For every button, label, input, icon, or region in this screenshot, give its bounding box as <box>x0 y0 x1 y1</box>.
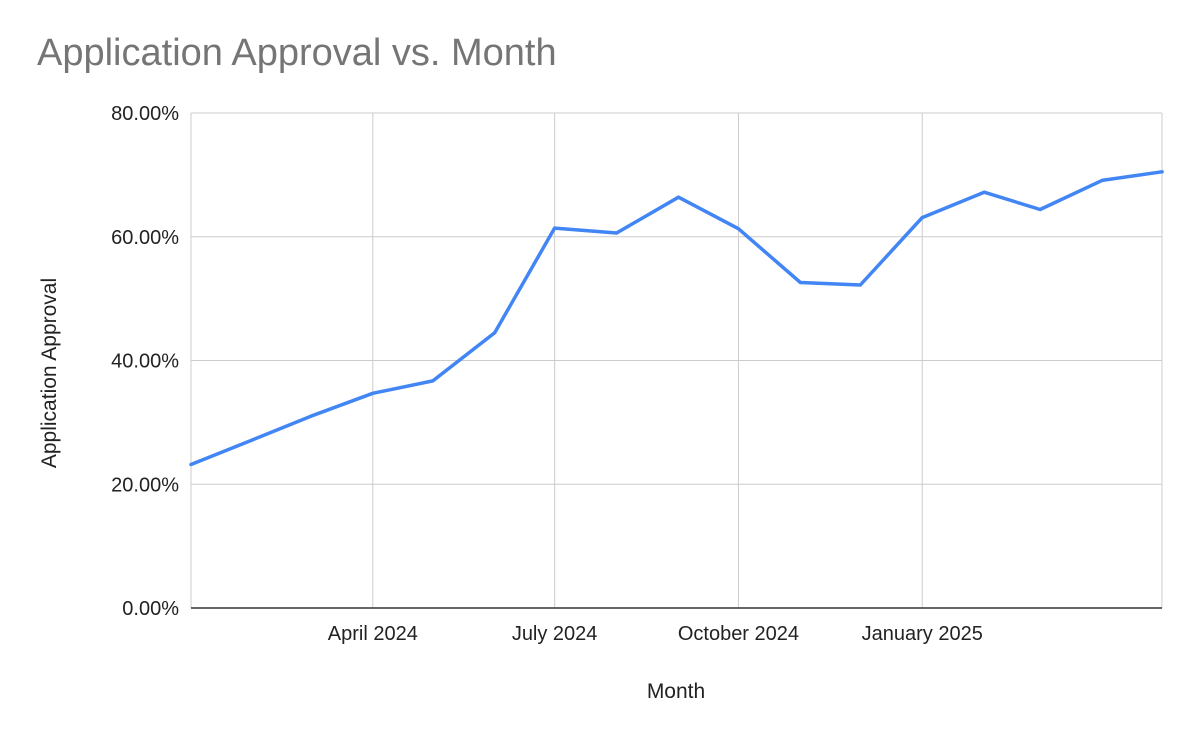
data-point <box>798 280 803 285</box>
data-point <box>1038 207 1042 212</box>
y-tick-label: 0.00% <box>122 598 179 620</box>
x-tick-label: July 2024 <box>512 623 598 645</box>
data-point <box>431 379 435 383</box>
y-tick-label: 60.00% <box>111 227 179 249</box>
data-point <box>920 216 924 220</box>
y-axis-ticks: 0.00% 20.00% 40.00% 60.00% 80.00% <box>111 103 179 620</box>
x-axis-title: Month <box>647 680 705 703</box>
data-point <box>251 438 255 442</box>
data-point <box>615 231 619 235</box>
data-point <box>371 391 375 395</box>
y-tick-label: 20.00% <box>111 474 179 496</box>
data-point <box>736 227 741 231</box>
grid-lines <box>190 112 1163 608</box>
x-tick-label: January 2025 <box>862 623 983 645</box>
data-point <box>189 462 193 467</box>
data-point <box>1100 178 1104 182</box>
y-tick-label: 40.00% <box>111 351 179 373</box>
x-tick-label: October 2024 <box>678 623 799 645</box>
x-tick-label: April 2024 <box>328 623 418 645</box>
series-line <box>189 170 1164 467</box>
data-series <box>189 170 1164 467</box>
data-point <box>493 331 497 335</box>
y-axis-title: Application Approval <box>38 278 61 468</box>
data-point <box>858 283 862 287</box>
data-point <box>309 414 313 418</box>
data-point <box>676 195 681 199</box>
data-point <box>1160 170 1164 174</box>
y-tick-label: 80.00% <box>111 103 179 125</box>
chart-title: Application Approval vs. Month <box>37 32 557 74</box>
data-point <box>553 226 557 230</box>
data-point <box>982 190 986 194</box>
x-axis-ticks: April 2024 July 2024 October 2024 January 2… <box>328 623 983 645</box>
